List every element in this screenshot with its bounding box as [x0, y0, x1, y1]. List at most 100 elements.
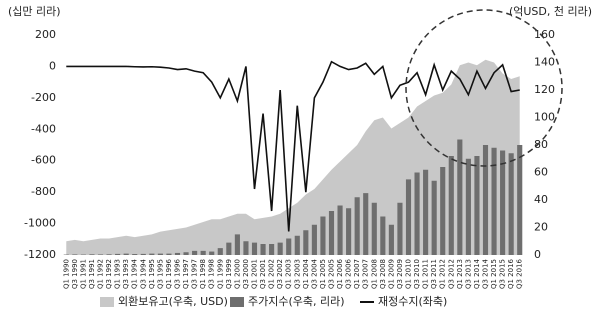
y2-tick-label: 80	[534, 138, 548, 151]
y-tick-label: -1200	[24, 248, 56, 261]
bar	[175, 253, 180, 255]
y2-tick-label: 120	[534, 83, 555, 96]
bar	[286, 239, 291, 256]
bar	[218, 248, 223, 255]
bar	[89, 254, 94, 255]
x-tick-label: Q1 2013	[456, 259, 464, 289]
x-tick-label: Q1 2001	[251, 259, 259, 289]
x-tick-label: Q3 1990	[71, 259, 79, 289]
y-tick-label: -1000	[24, 217, 56, 230]
y-tick-label: -800	[31, 185, 56, 198]
x-tick-label: Q3 1994	[139, 258, 147, 289]
x-tick-label: Q3 2003	[293, 259, 301, 289]
x-tick-label: Q1 2006	[336, 258, 344, 289]
y2-tick-label: 0	[534, 248, 541, 261]
x-tick-label: Q3 2008	[379, 259, 387, 289]
bar	[363, 193, 368, 255]
x-tick-label: Q3 2006	[345, 258, 353, 289]
x-tick-label: Q1 1991	[79, 259, 87, 289]
bar	[158, 254, 163, 255]
bar	[124, 254, 129, 255]
x-tick-label: Q3 2015	[499, 259, 507, 289]
y2-tick-label: 140	[534, 56, 555, 69]
x-tick-label: Q1 2000	[233, 259, 241, 289]
x-tick-label: Q3 2014	[482, 258, 490, 289]
bar	[346, 208, 351, 255]
x-tick-label: Q1 1996	[165, 258, 173, 289]
legend-label: 외환보유고(우축, USD)	[118, 295, 228, 308]
x-tick-label: Q3 2007	[362, 259, 370, 289]
x-tick-label: Q3 2011	[430, 259, 438, 289]
bar	[337, 206, 342, 256]
bar	[72, 254, 77, 255]
bar	[132, 254, 137, 255]
bar	[423, 170, 428, 255]
x-tick-label: Q3 1998	[208, 259, 216, 289]
x-tick-label: Q3 2000	[242, 259, 250, 289]
x-tick-label: Q1 2007	[353, 259, 361, 289]
bar	[166, 254, 171, 255]
x-tick-label: Q1 1993	[114, 259, 122, 289]
bar	[355, 197, 360, 255]
x-tick-label: Q1 2002	[268, 259, 276, 289]
x-tick-label: Q1 1995	[148, 259, 156, 289]
bar	[209, 252, 214, 255]
x-tick-label: Q1 2011	[422, 259, 430, 289]
x-tick-label: Q3 2010	[413, 259, 421, 289]
x-tick-label: Q1 2012	[439, 259, 447, 289]
legend-swatch	[100, 297, 114, 307]
y2-tick-label: 40	[534, 193, 548, 206]
y-tick-label: -400	[31, 122, 56, 135]
bar	[269, 244, 274, 255]
legend-label: 주가지수(우축, 리라)	[248, 295, 345, 308]
x-tick-label: Q1 2005	[319, 259, 327, 289]
x-tick-label: Q3 2012	[447, 259, 455, 289]
bar	[372, 203, 377, 255]
bar	[260, 244, 265, 255]
x-tick-label: Q1 2003	[285, 259, 293, 289]
x-tick-label: Q1 1999	[216, 259, 224, 289]
bar	[141, 254, 146, 255]
x-tick-label: Q3 2002	[276, 259, 284, 289]
x-tick-label: Q1 1998	[199, 259, 207, 289]
x-tick-label: Q1 2016	[507, 258, 515, 289]
x-tick-label: Q3 2005	[328, 259, 336, 289]
bar	[440, 167, 445, 255]
x-tick-label: Q3 2013	[464, 259, 472, 289]
bar	[226, 243, 231, 255]
x-tick-label: Q1 1990	[62, 259, 70, 289]
x-tick-label: Q1 2010	[405, 259, 413, 289]
x-tick-label: Q1 1997	[182, 259, 190, 289]
y2-axis-title: (억USD, 천 리라)	[509, 4, 592, 18]
x-tick-label: Q1 2004	[302, 258, 310, 289]
x-tick-label: Q3 1999	[225, 259, 233, 289]
bar	[389, 225, 394, 255]
y-tick-label: 0	[49, 59, 56, 72]
legend-swatch	[230, 297, 244, 307]
bar	[149, 254, 154, 255]
bar	[98, 254, 103, 255]
y-axis-title: (십만 리라)	[8, 5, 61, 18]
bar	[115, 254, 120, 255]
bar	[201, 251, 206, 255]
x-tick-label: Q1 2008	[370, 259, 378, 289]
bar	[235, 234, 240, 255]
x-tick-label: Q1 1994	[131, 258, 139, 289]
bar	[397, 203, 402, 255]
x-tick-label: Q3 1997	[191, 259, 199, 289]
bar	[312, 225, 317, 255]
x-tick-label: Q3 2009	[396, 259, 404, 289]
bar	[303, 230, 308, 255]
x-tick-label: Q1 2009	[387, 259, 395, 289]
x-tick-label: Q3 2004	[310, 258, 318, 289]
x-tick-label: Q1 2015	[490, 259, 498, 289]
x-tick-label: Q1 1992	[97, 259, 105, 289]
x-tick-label: Q3 1992	[105, 259, 113, 289]
y2-tick-label: 60	[534, 166, 548, 179]
y-tick-label: -600	[31, 154, 56, 167]
bar	[517, 145, 522, 255]
bar	[406, 179, 411, 255]
bar	[329, 211, 334, 255]
bar	[183, 252, 188, 255]
